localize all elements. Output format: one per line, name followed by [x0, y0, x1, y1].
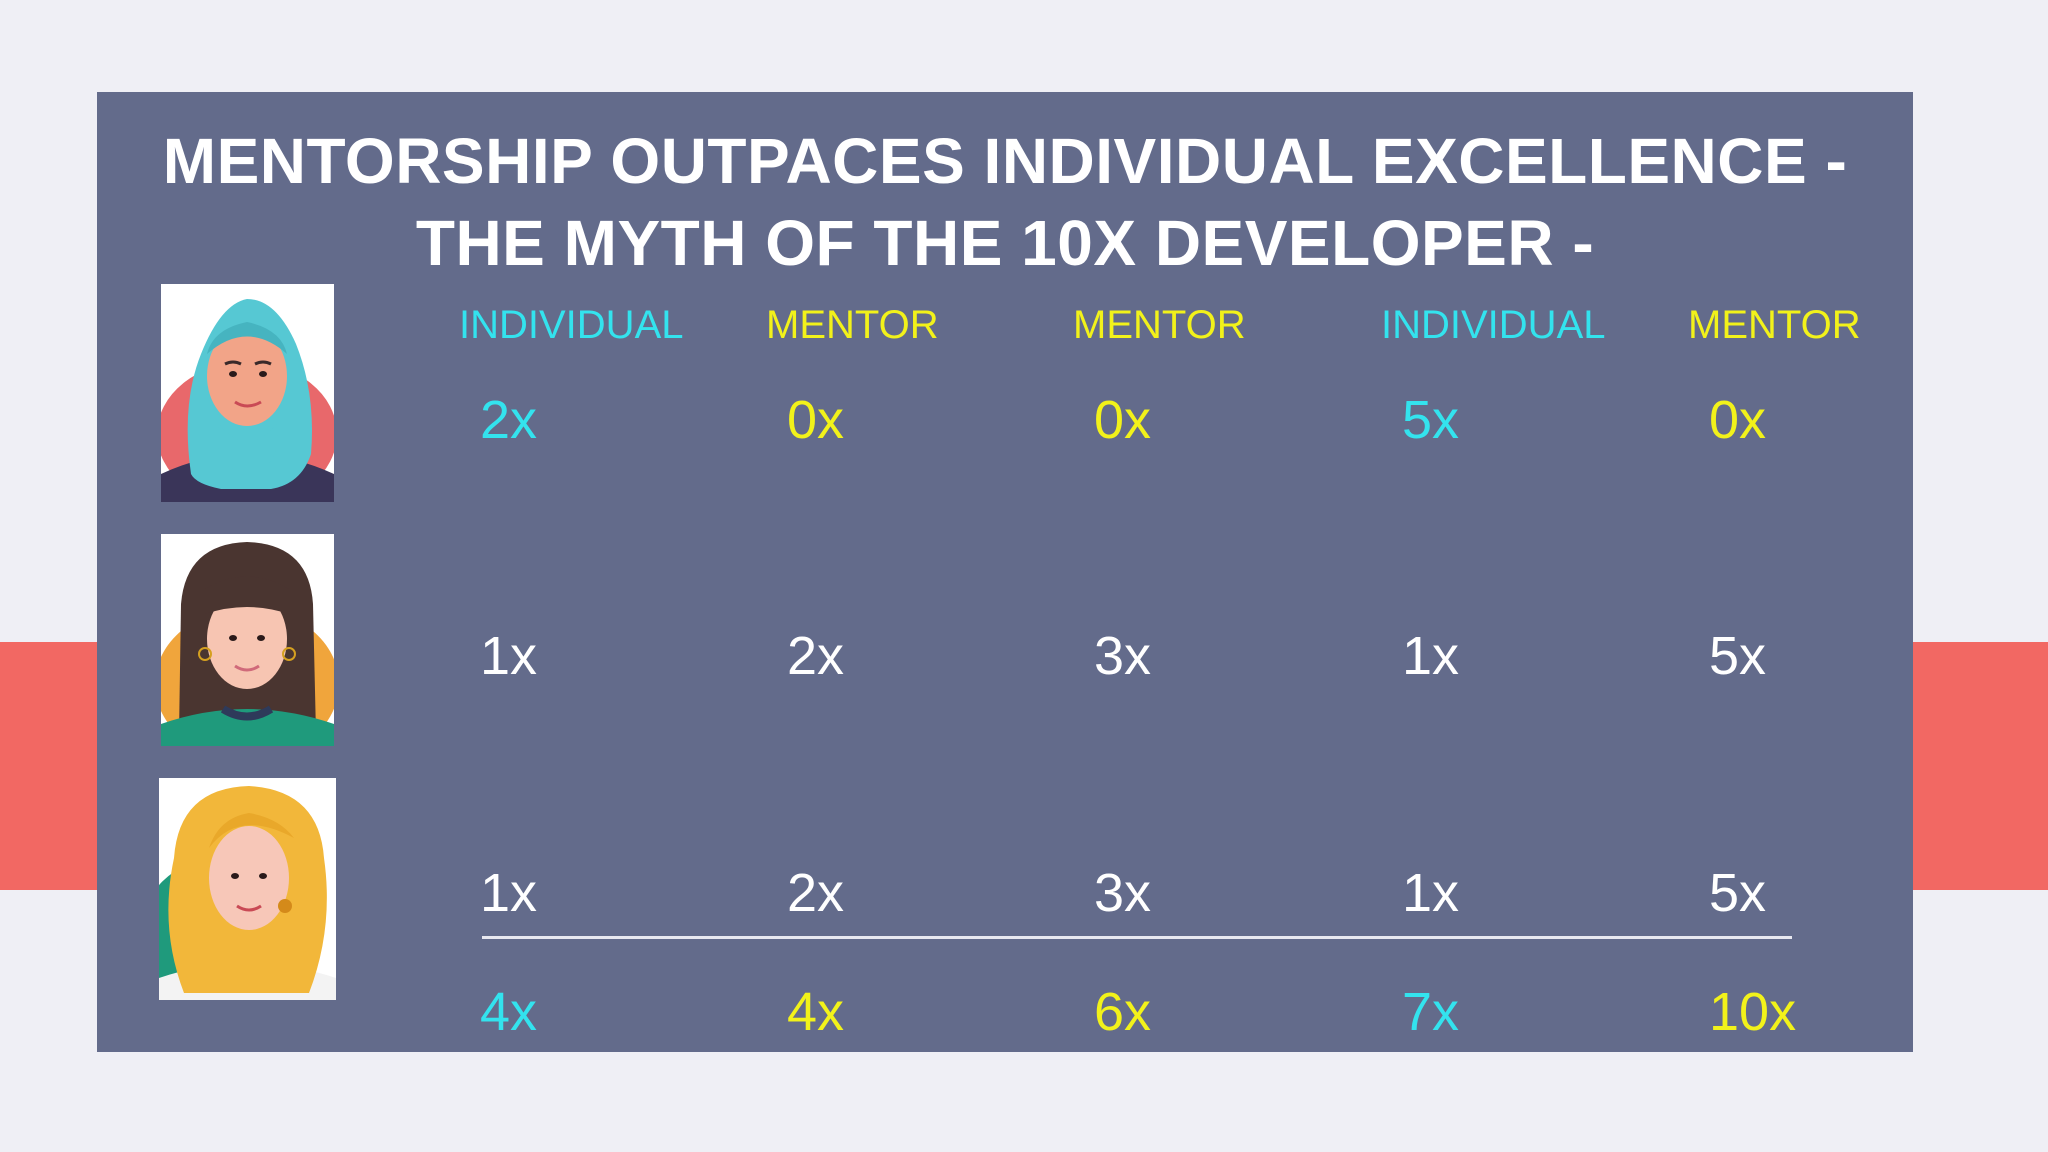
row-3-value-1: 1x: [480, 863, 538, 923]
column-header-4: INDIVIDUAL: [1381, 303, 1606, 347]
row-3-value-2: 2x: [787, 863, 845, 923]
row-1-value-2: 0x: [787, 390, 845, 450]
slide-panel: MENTORSHIP OUTPACES INDIVIDUAL EXCELLENC…: [97, 92, 1913, 1052]
row-2-value-4: 1x: [1402, 626, 1460, 686]
row-2-value-2: 2x: [787, 626, 845, 686]
title-line-2: THE MYTH OF THE 10X DEVELOPER -: [415, 207, 1595, 279]
total-value-5: 10x: [1709, 982, 1797, 1042]
row-3-value-3: 3x: [1094, 863, 1152, 923]
row-1-value-3: 0x: [1094, 390, 1152, 450]
total-value-1: 4x: [480, 982, 538, 1042]
total-value-3: 6x: [1094, 982, 1152, 1042]
woman-dark-hair-avatar: [161, 534, 334, 746]
row-1-value-5: 0x: [1709, 390, 1767, 450]
column-header-5: MENTOR: [1688, 303, 1861, 347]
column-header-1: INDIVIDUAL: [459, 303, 684, 347]
row-2-value-5: 5x: [1709, 626, 1767, 686]
title-line-1: MENTORSHIP OUTPACES INDIVIDUAL EXCELLENC…: [162, 125, 1848, 197]
sum-divider-line: [482, 936, 1792, 939]
row-3-value-5: 5x: [1709, 863, 1767, 923]
woman-hijab-avatar: [161, 284, 334, 502]
total-value-2: 4x: [787, 982, 845, 1042]
row-3-value-4: 1x: [1402, 863, 1460, 923]
woman-blonde-avatar: [159, 778, 336, 1000]
row-2-value-3: 3x: [1094, 626, 1152, 686]
row-2-value-1: 1x: [480, 626, 538, 686]
row-1-value-1: 2x: [480, 390, 538, 450]
slide-title: MENTORSHIP OUTPACES INDIVIDUAL EXCELLENC…: [97, 120, 1913, 284]
column-header-2: MENTOR: [766, 303, 939, 347]
total-value-4: 7x: [1402, 982, 1460, 1042]
row-1-value-4: 5x: [1402, 390, 1460, 450]
column-header-3: MENTOR: [1073, 303, 1246, 347]
